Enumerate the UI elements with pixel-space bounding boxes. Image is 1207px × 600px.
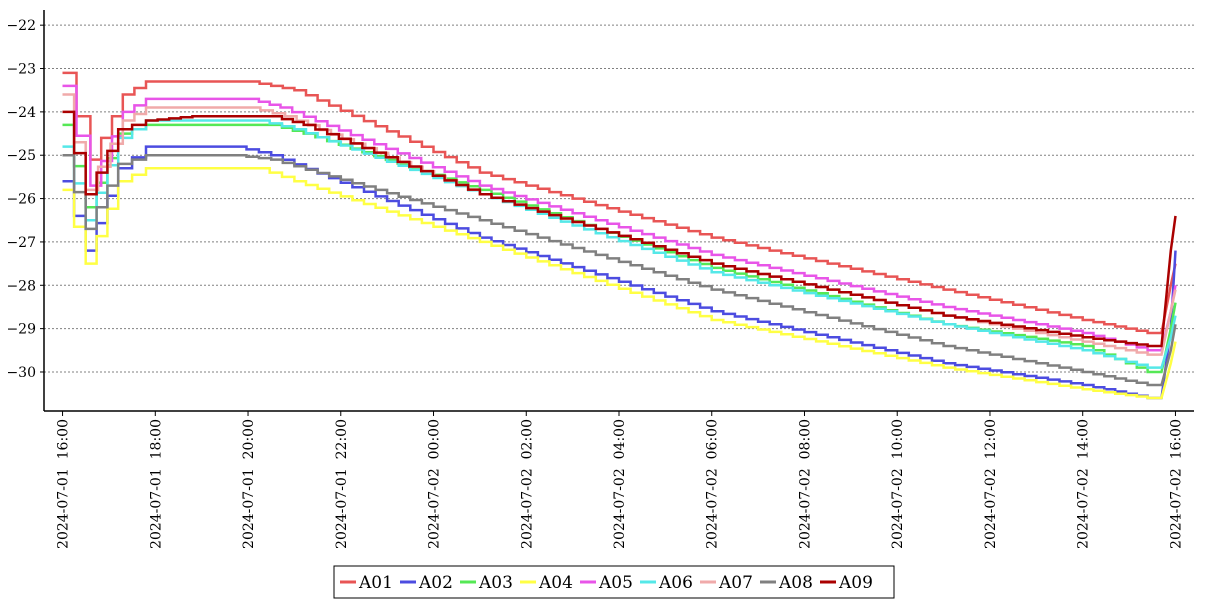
legend-label-a04: A04: [538, 573, 573, 593]
y-tick-label: −22: [6, 18, 36, 34]
legend-label-a09: A09: [838, 573, 873, 593]
series-line-a05: [62, 84, 1177, 352]
x-tick-label: 2024-07-02 10:00: [890, 419, 906, 549]
x-tick-label: 2024-07-01 16:00: [56, 419, 72, 549]
y-axis-ticks: −22 −23 −24 −25 −26 −27 −28 −29 −30: [6, 18, 44, 381]
x-tick-label: 2024-07-02 08:00: [797, 419, 813, 549]
series-line-a01: [62, 71, 1177, 335]
y-tick-label: −27: [6, 235, 36, 251]
series-line-a04: [62, 166, 1177, 400]
x-tick-label: 2024-07-01 22:00: [334, 419, 350, 549]
series-line-a06: [62, 119, 1177, 369]
y-tick-label: −28: [6, 278, 36, 294]
x-tick-label: 2024-07-02 14:00: [1076, 419, 1092, 549]
series-line-a08: [62, 153, 1177, 387]
x-tick-label: 2024-07-01 18:00: [148, 419, 164, 549]
x-tick-label: 2024-07-02 02:00: [519, 419, 535, 549]
series-line-a09: [62, 110, 1177, 348]
legend-box: [333, 565, 895, 599]
y-tick-label: −25: [6, 148, 36, 164]
y-tick-label: −24: [6, 105, 36, 121]
legend-label-a02: A02: [418, 573, 453, 593]
x-tick-label: 2024-07-01 20:00: [241, 419, 257, 549]
series-line-a02: [62, 145, 1177, 400]
y-tick-label: −30: [6, 365, 36, 381]
x-tick-label: 2024-07-02 16:00: [1168, 419, 1184, 549]
legend: A01 A02 A03 A04 A05 A06 A07 A08 A09: [333, 565, 895, 599]
x-tick-label: 2024-07-02 06:00: [705, 419, 721, 549]
x-axis-ticks: 2024-07-01 16:00 2024-07-01 18:00 2024-07-…: [56, 411, 1184, 549]
x-tick-label: 2024-07-02 04:00: [612, 419, 628, 549]
legend-label-a06: A06: [658, 573, 693, 593]
x-tick-label: 2024-07-02 12:00: [983, 419, 999, 549]
legend-label-a07: A07: [718, 573, 753, 593]
legend-label-a05: A05: [598, 573, 633, 593]
y-tick-label: −23: [6, 62, 36, 78]
y-tick-label: −26: [6, 192, 36, 208]
legend-label-a03: A03: [478, 573, 513, 593]
y-tick-label: −29: [6, 322, 36, 338]
x-tick-label: 2024-07-02 00:00: [427, 419, 443, 549]
series-lines: [62, 71, 1177, 400]
legend-label-a01: A01: [358, 573, 393, 593]
legend-label-a08: A08: [778, 573, 813, 593]
